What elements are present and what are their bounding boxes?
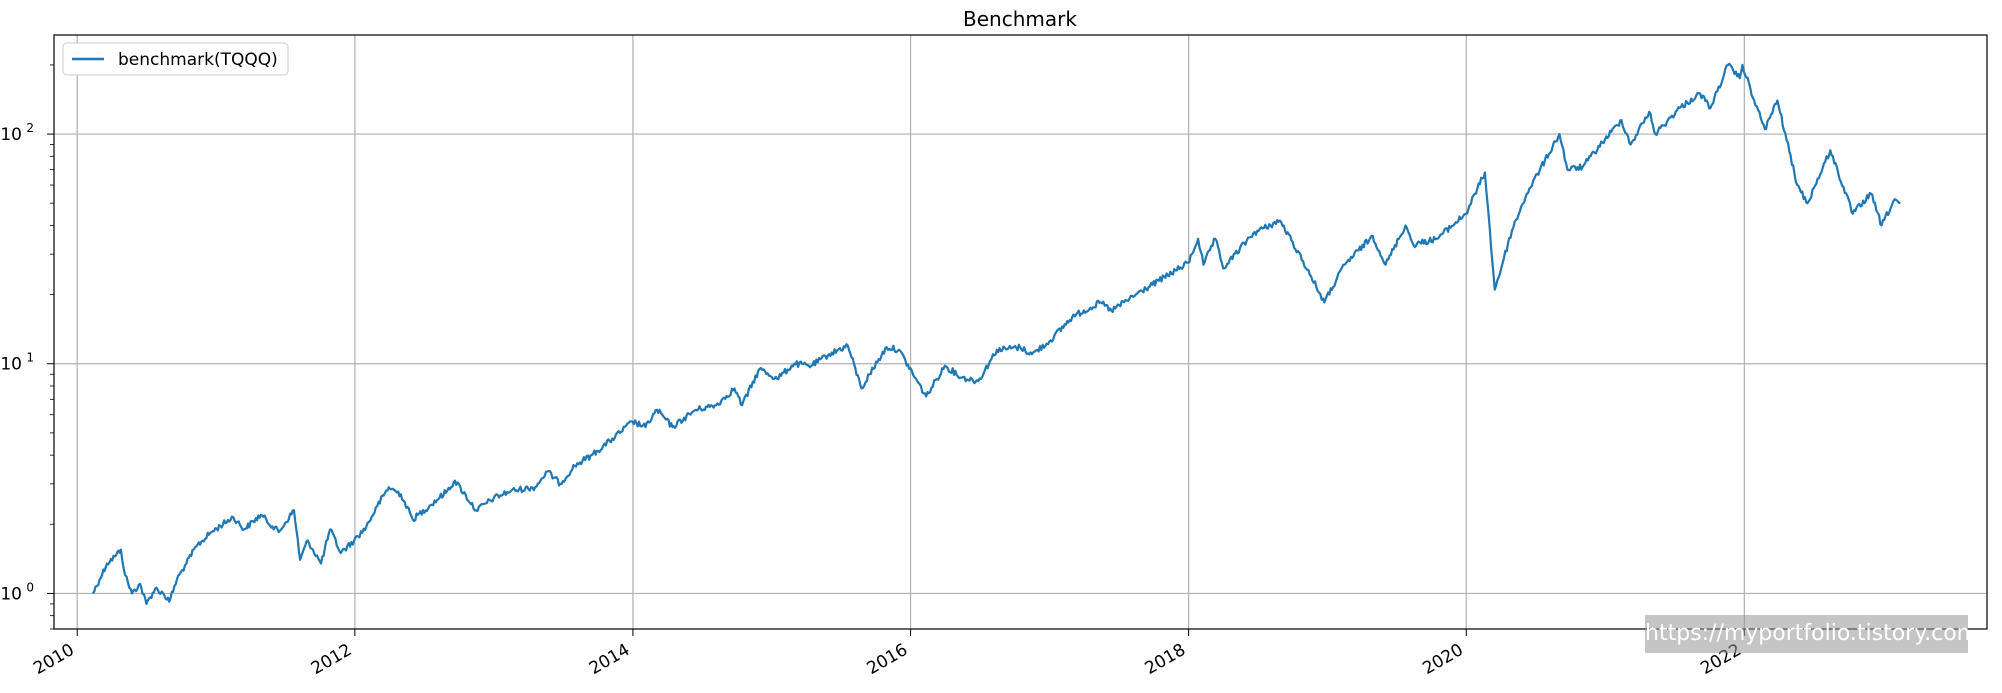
legend: benchmark(TQQQ) (62, 42, 289, 76)
y-tick-exponent: 2 (26, 121, 34, 135)
series-layer (91, 62, 1901, 605)
x-tick-label: 2020 (1419, 640, 1466, 679)
watermark: https://myportfolio.tistory.com (1645, 615, 1968, 653)
y-tick-label: 10 (0, 584, 22, 604)
y-tick-exponent: 0 (26, 580, 34, 594)
y-tick-label: 10 (0, 125, 22, 145)
plot-frame (53, 34, 1988, 630)
legend-box (62, 42, 289, 76)
legend-label: benchmark(TQQQ) (118, 50, 278, 70)
y-tick-label: 10 (0, 355, 22, 375)
grid-lines (54, 35, 1987, 629)
chart-title: Benchmark (963, 7, 1077, 31)
x-tick-label: 2016 (864, 640, 911, 679)
x-tick-label: 2010 (30, 640, 77, 679)
y-tick-exponent: 1 (26, 351, 34, 365)
series-line-0 (91, 62, 1901, 605)
x-tick-label: 2018 (1142, 640, 1189, 679)
x-tick-label: 2014 (586, 640, 633, 679)
x-tick-label: 2012 (308, 640, 355, 679)
